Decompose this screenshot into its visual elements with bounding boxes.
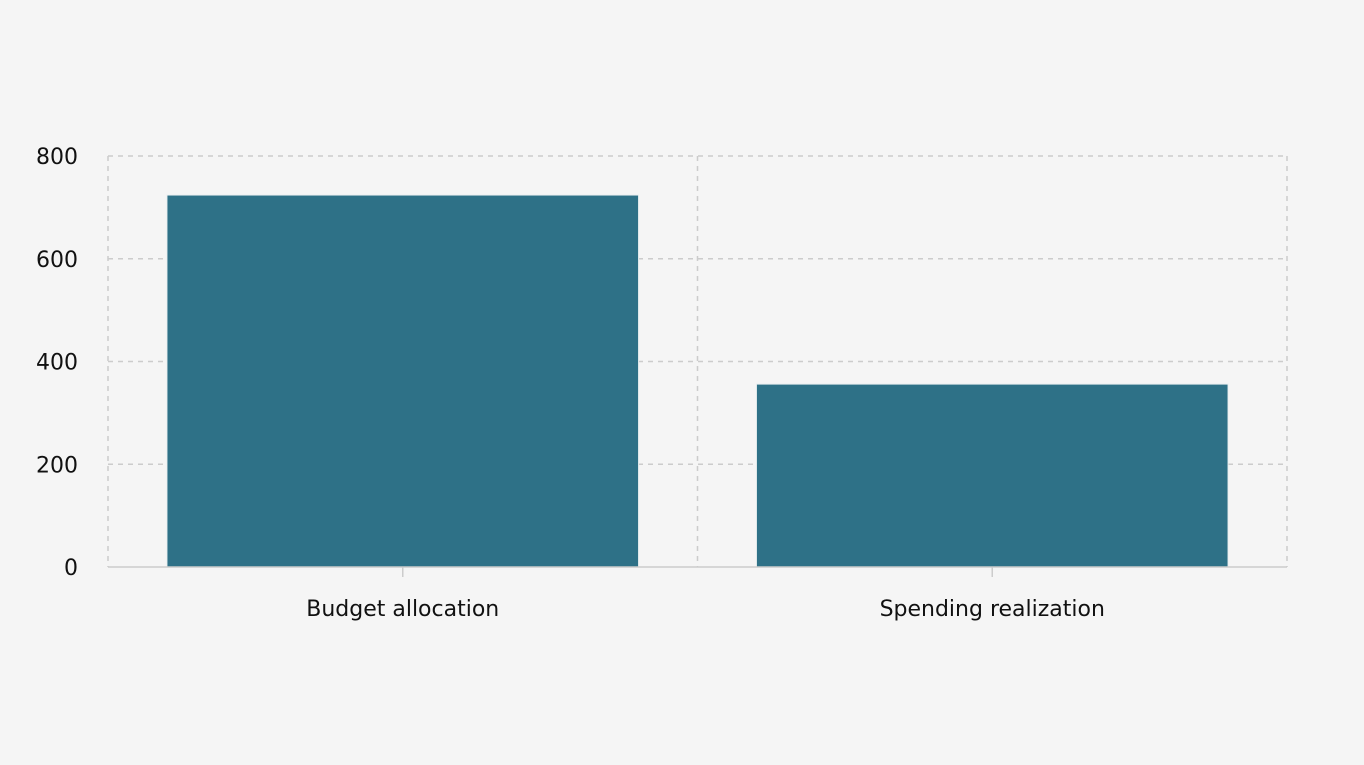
y-tick-label: 200	[36, 453, 78, 478]
bar	[166, 194, 640, 568]
bar	[755, 383, 1229, 568]
y-tick-label: 0	[64, 556, 78, 581]
x-tick-label: Budget allocation	[306, 597, 499, 622]
bars	[166, 194, 1229, 568]
labels: 0 200 400 600 800 Budget allocation Spending r…	[36, 145, 1105, 622]
y-tick-label: 600	[36, 248, 78, 273]
axes	[108, 566, 1287, 577]
y-tick-label: 400	[36, 351, 78, 376]
x-tick-label: Spending realization	[880, 597, 1105, 622]
y-tick-label: 800	[36, 145, 78, 170]
